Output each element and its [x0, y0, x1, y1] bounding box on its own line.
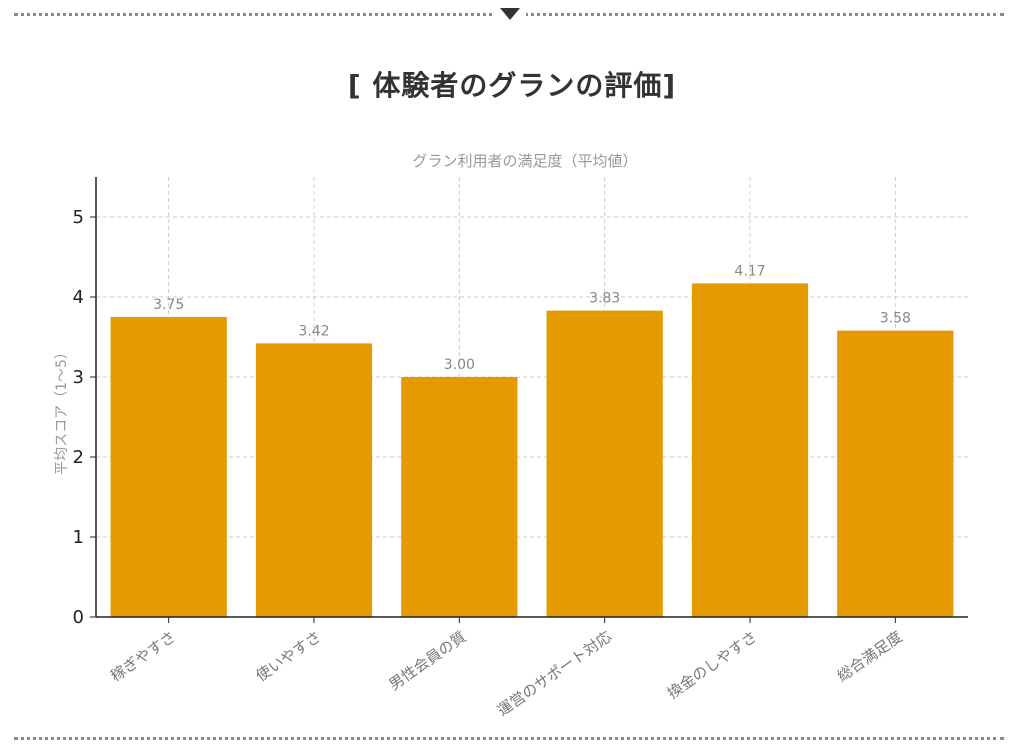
axes	[90, 177, 968, 623]
value-label: 4.17	[734, 263, 765, 279]
value-label: 3.83	[589, 291, 620, 307]
value-label: 3.58	[880, 311, 911, 327]
down-triangle-icon	[500, 8, 520, 20]
chart-title: グラン利用者の満足度（平均値）	[412, 152, 637, 170]
page-title: [ 体験者のグランの評価]	[347, 69, 677, 102]
bar	[546, 310, 663, 617]
bar	[110, 317, 227, 617]
x-tick-label: 使いやすさ	[253, 628, 325, 686]
x-tick-label: 総合満足度	[834, 628, 906, 686]
y-tick-label: 5	[73, 207, 84, 228]
bar	[255, 343, 373, 617]
value-label: 3.00	[444, 357, 475, 373]
bars	[110, 283, 954, 617]
bar	[401, 377, 518, 617]
y-tick-label: 0	[73, 607, 84, 628]
x-tick-label: 運営のサポート対応	[494, 628, 615, 720]
x-tick-label: 男性会員の質	[386, 628, 470, 694]
value-label: 3.42	[298, 323, 329, 339]
y-axis-label: 平均スコア（1〜5）	[54, 345, 70, 475]
value-label: 3.75	[153, 297, 184, 313]
y-tick-label: 4	[73, 287, 84, 308]
bar-chart: グラン利用者の満足度（平均値） 平均スコア（1〜5） 0 1 2 3 4 5 3.75 稼ぎや…	[54, 152, 968, 720]
y-tick-label: 1	[73, 527, 84, 548]
y-tick-label: 2	[73, 447, 84, 468]
bottom-divider	[14, 737, 1004, 740]
bar	[691, 283, 809, 617]
x-tick-label: 稼ぎやすさ	[107, 628, 179, 686]
x-tick-label: 換金のしやすさ	[664, 628, 760, 703]
y-tick-label: 3	[73, 367, 84, 388]
bar	[837, 330, 954, 617]
